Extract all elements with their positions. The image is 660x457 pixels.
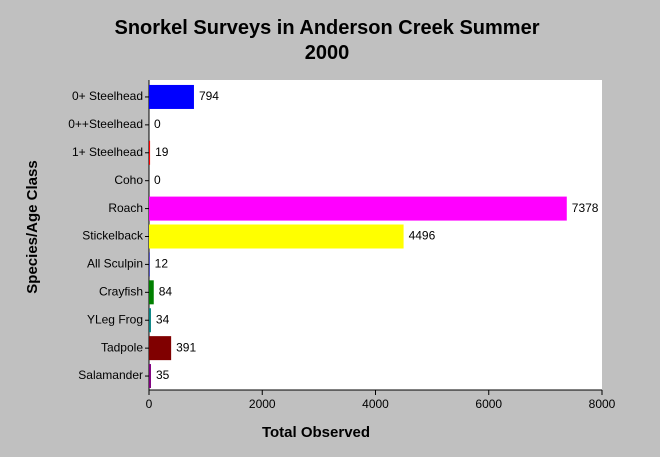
bar: [149, 280, 154, 305]
bar: [149, 336, 172, 361]
chart-title: Snorkel Surveys in Anderson Creek Summer…: [114, 17, 540, 64]
y-tick-label: 0++Steelhead: [68, 117, 143, 131]
x-tick-label: 4000: [362, 397, 389, 411]
y-tick-label: Roach: [108, 201, 143, 215]
bar: [149, 224, 404, 249]
y-tick-label: All Sculpin: [87, 257, 143, 271]
value-label: 35: [156, 368, 170, 382]
value-label: 12: [155, 257, 169, 271]
y-tick-label: Coho: [114, 173, 143, 187]
y-tick-label: 0+ Steelhead: [72, 89, 143, 103]
y-tick-label: Tadpole: [101, 340, 143, 354]
y-tick-label: Salamander: [78, 368, 143, 382]
value-label: 0: [154, 173, 161, 187]
y-axis-label: Species/Age Class: [24, 160, 41, 293]
bar: [149, 84, 194, 109]
y-tick-label: 1+ Steelhead: [72, 145, 143, 159]
value-label: 391: [176, 340, 196, 354]
bar: [149, 252, 150, 277]
y-tick-label: Crayfish: [99, 284, 143, 298]
x-tick-label: 2000: [249, 397, 276, 411]
value-label: 19: [155, 145, 169, 159]
x-tick-label: 6000: [475, 397, 502, 411]
value-label: 0: [154, 117, 161, 131]
y-tick-label: Stickelback: [82, 229, 144, 243]
y-tick-label: YLeg Frog: [87, 312, 143, 326]
bar: [149, 308, 151, 333]
x-tick-label: 0: [146, 397, 153, 411]
bar: [149, 140, 151, 165]
value-label: 4496: [409, 229, 436, 243]
value-label: 84: [159, 284, 173, 298]
value-label: 34: [156, 312, 170, 326]
x-axis-label: Total Observed: [262, 424, 370, 441]
bar: [149, 364, 151, 389]
value-label: 7378: [572, 201, 599, 215]
value-label: 794: [199, 89, 219, 103]
x-tick-label: 8000: [589, 397, 616, 411]
bar: [149, 196, 567, 221]
